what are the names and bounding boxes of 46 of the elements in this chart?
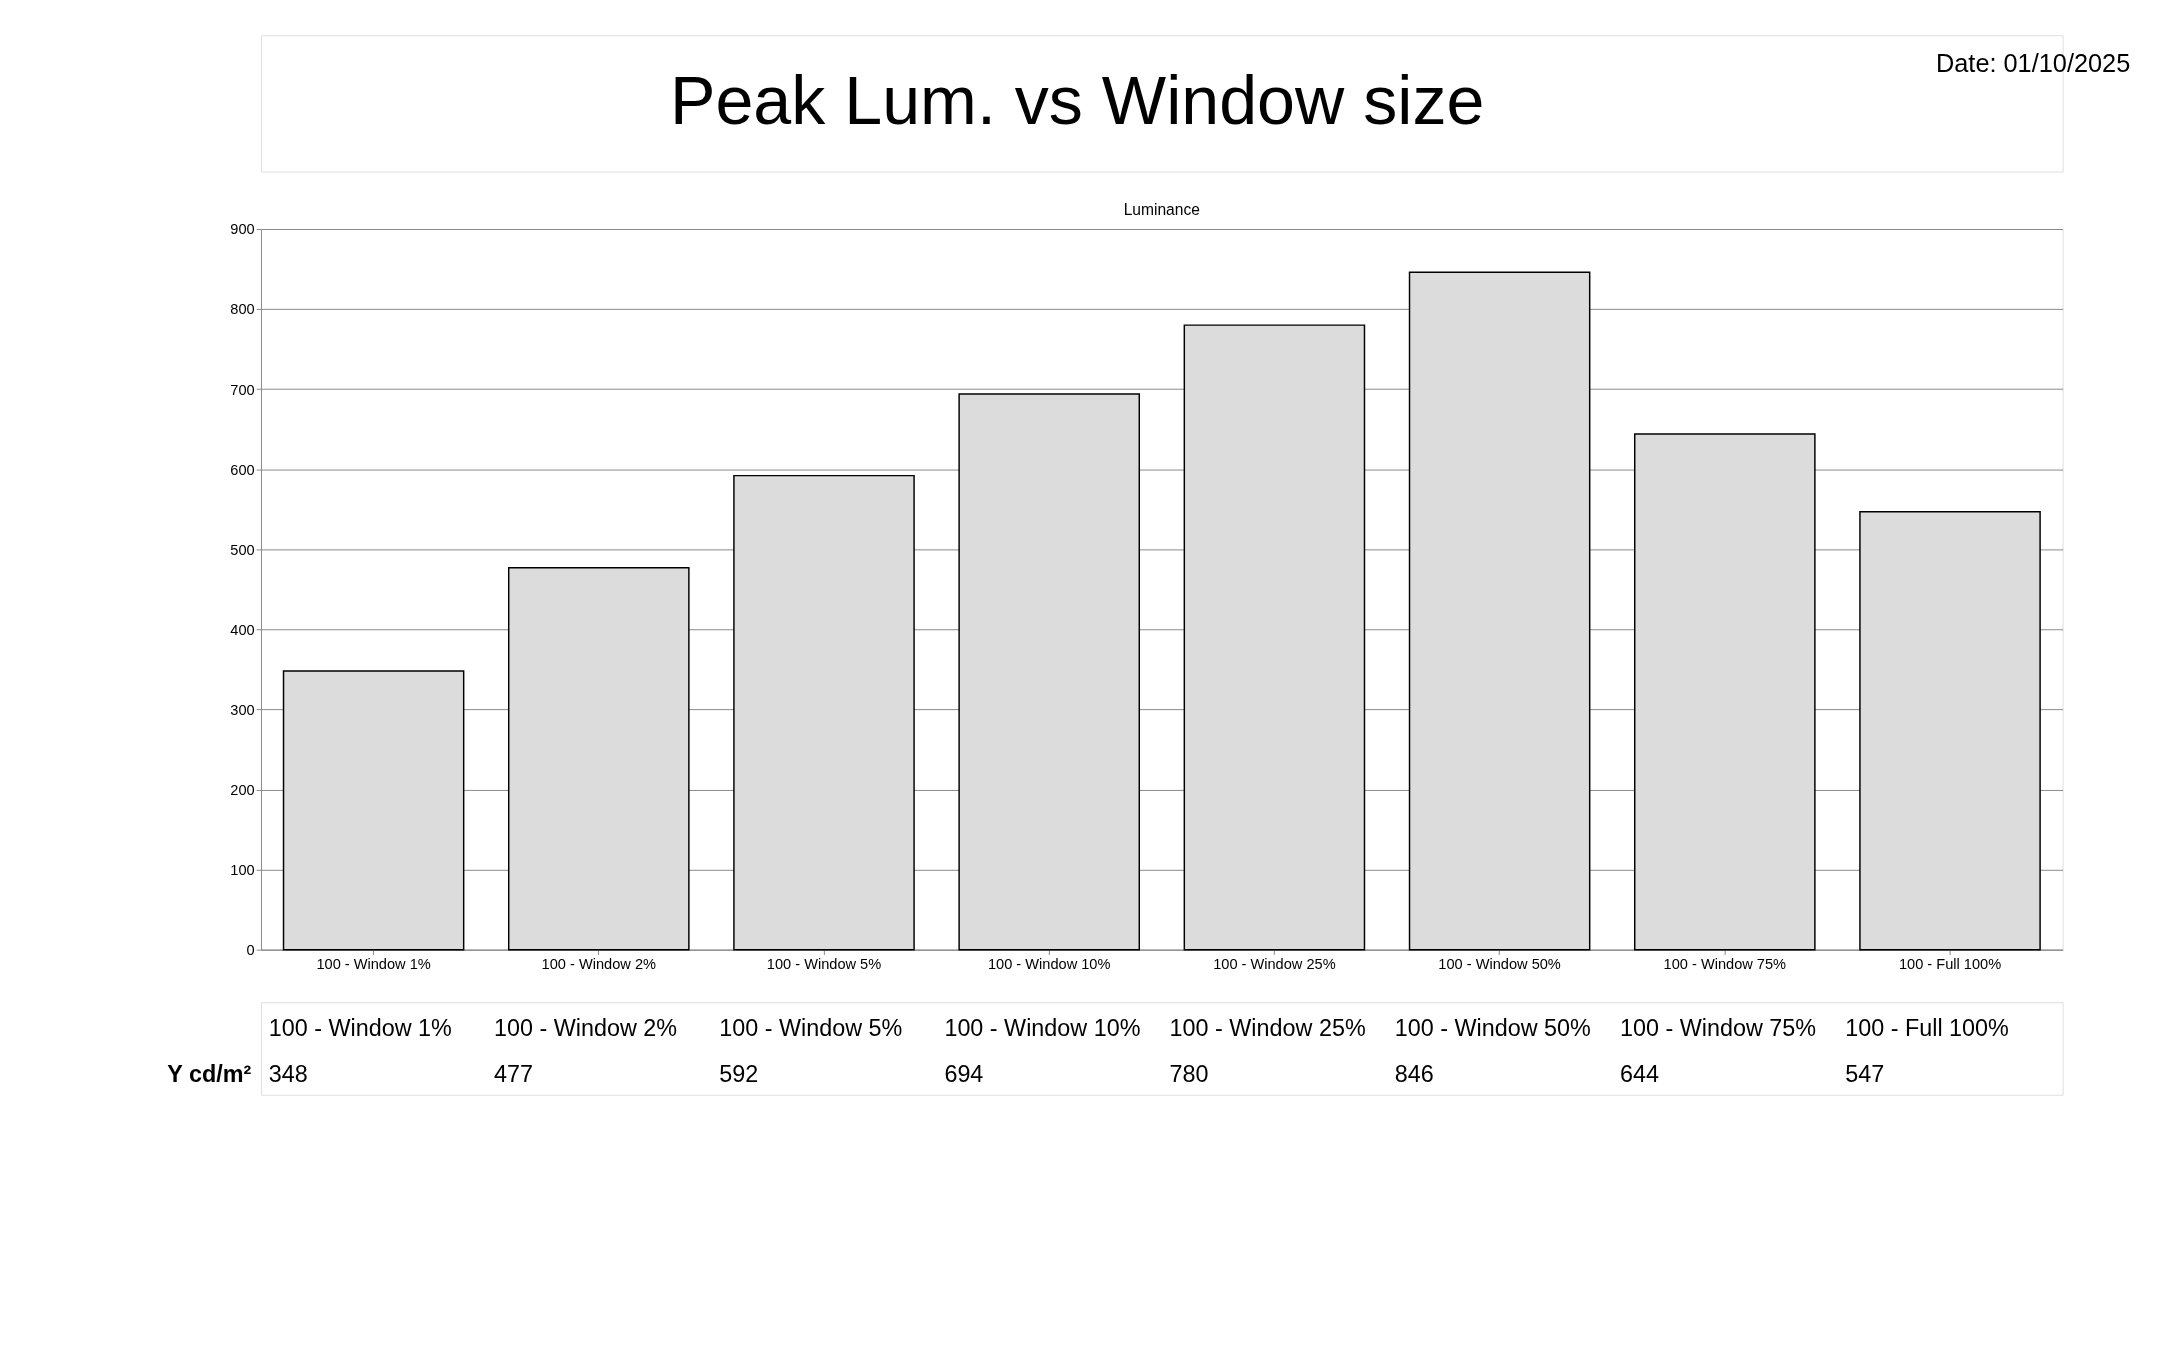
category-label: 100 - Window 50% [1394,1015,1591,1042]
text: Y cd/m² [167,1061,252,1088]
bar [507,567,690,951]
data-label: 846 [1394,1061,1434,1088]
category-label: 100 - Window 75% [1620,1015,1817,1042]
data-label: 592 [719,1061,759,1088]
y-tick-label: 400 [230,621,255,638]
bar [1408,271,1591,951]
data-label: 477 [493,1061,533,1088]
data-label: 780 [1169,1061,1209,1088]
bar [282,670,465,951]
data-label: 644 [1620,1061,1659,1088]
y-tick-label: 200 [230,781,255,798]
y-tick-label: 100 [230,861,255,878]
bar [1859,510,2041,951]
category-label: 100 - Window 2% [493,1015,678,1042]
y-tick-label: 0 [246,942,255,959]
x-tick-label: 100 - Window 50% [1438,955,1561,972]
y-tick-label: 900 [230,221,255,238]
y-tick-label: 600 [230,461,255,478]
x-tick-label: 100 - Window 75% [1663,955,1787,972]
x-tick-label: 100 - Window 1% [316,955,431,972]
x-tick-label: 100 - Window 2% [541,955,656,972]
y-tick-label: 500 [230,541,255,558]
data-label: 694 [944,1061,984,1088]
y-tick-label: 300 [230,701,255,718]
category-label: 100 - Window 10% [944,1015,1141,1042]
chart-title: Peak Lum. vs Window size [670,61,1485,138]
category-label: 100 - Window 5% [719,1015,903,1042]
data-label: 348 [268,1061,308,1088]
category-label: 100 - Window 1% [268,1015,452,1042]
bar [733,474,915,951]
x-tick-label: 100 - Window 10% [987,955,1111,972]
chart-subtitle: Luminance [1123,201,1200,219]
text: Date: 01/10/2025 [1936,49,2131,78]
x-tick-label: 100 - Window 25% [1213,955,1336,972]
category-label: 100 - Window 25% [1169,1015,1366,1042]
x-tick-label: 100 - Full 100% [1898,955,2002,972]
bar [1634,433,1816,951]
category-label: 100 - Full 100% [1845,1015,2009,1042]
bar [958,393,1141,951]
y-tick-label: 700 [230,381,255,398]
bar [1183,324,1366,951]
data-label: 547 [1845,1061,1885,1088]
x-tick-label: 100 - Window 5% [766,955,882,972]
y-tick-label: 800 [230,301,255,318]
